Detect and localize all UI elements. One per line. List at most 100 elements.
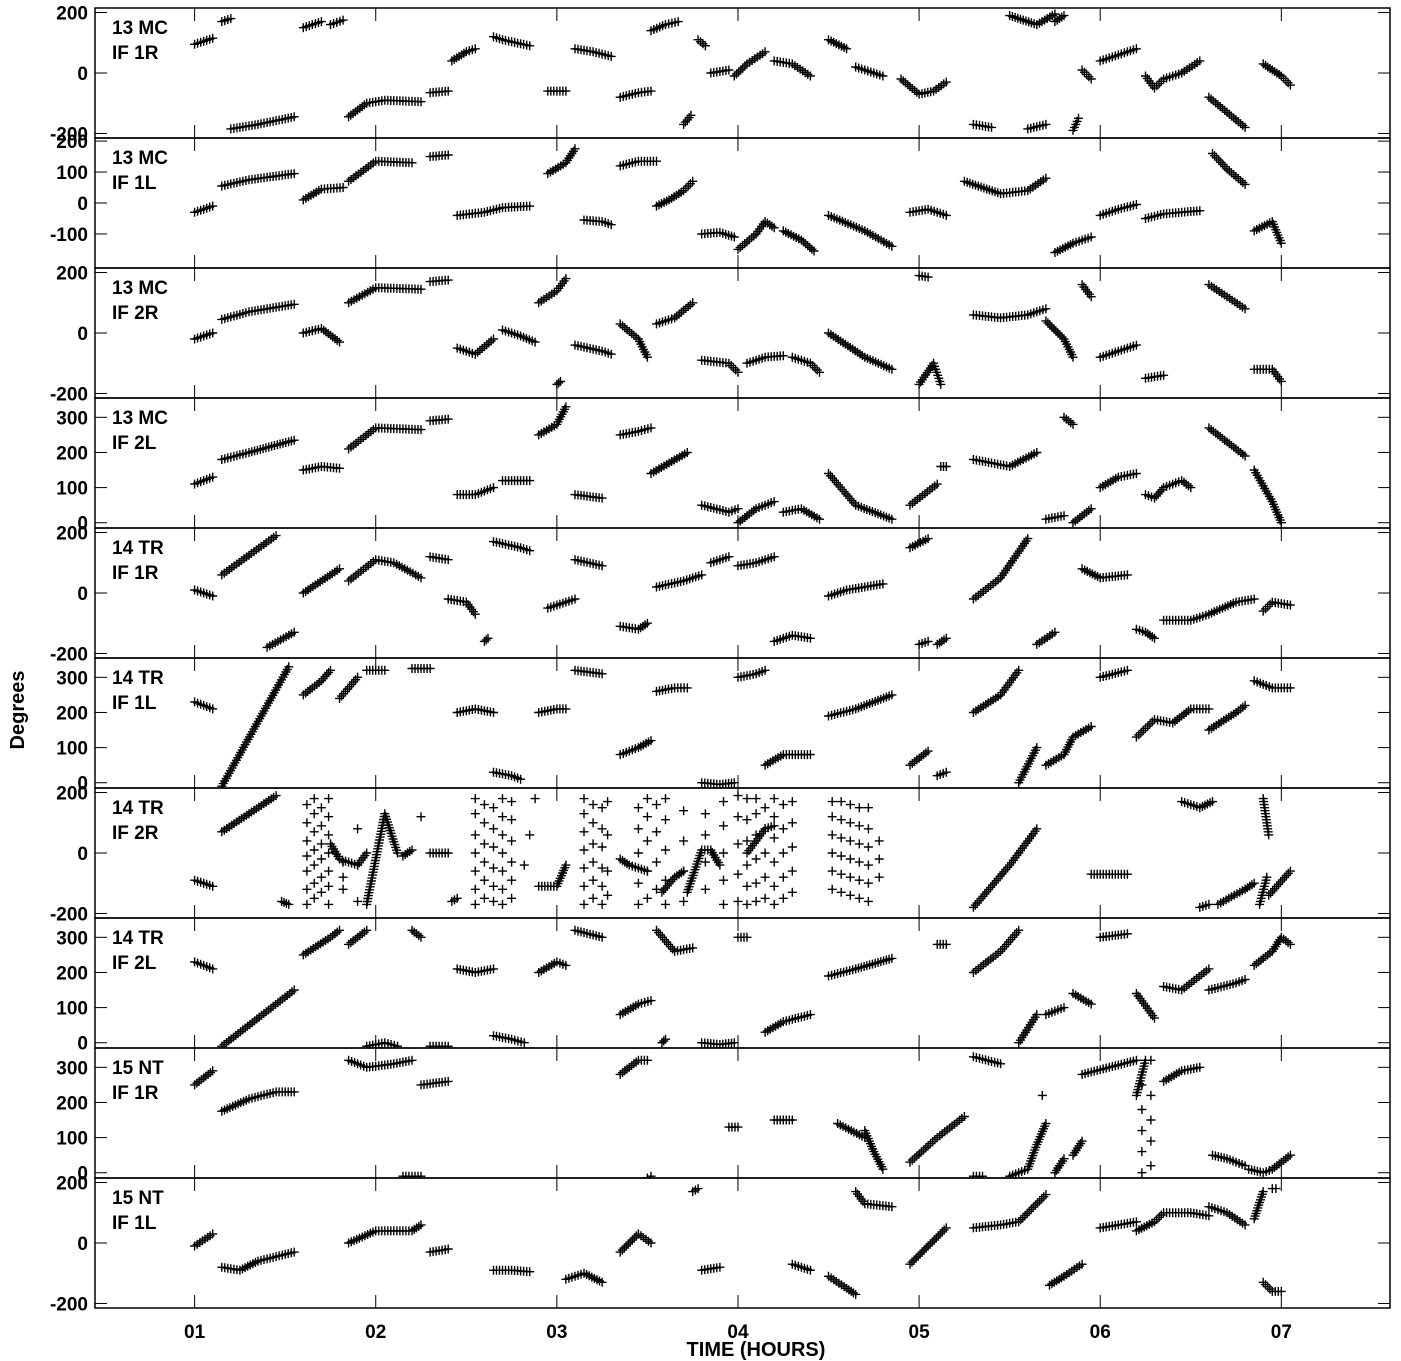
- data-point-p9: [928, 1137, 937, 1146]
- data-point-p7: [317, 873, 326, 882]
- panel-label-line2: IF 1R: [112, 563, 159, 584]
- y-tick-label: 0: [77, 1034, 88, 1055]
- y-tick-label: 200: [56, 264, 88, 285]
- data-point-p1: [732, 70, 741, 79]
- data-point-p3: [731, 366, 740, 375]
- data-point-p7: [489, 897, 498, 906]
- data-point-p7: [855, 839, 864, 848]
- data-point-p7: [598, 882, 607, 891]
- data-point-p9: [908, 1156, 917, 1165]
- data-point-p7: [324, 867, 333, 876]
- data-point-p7: [679, 897, 688, 906]
- data-point-p8: [659, 1037, 668, 1046]
- data-point-p7: [701, 885, 710, 894]
- y-tick-label: 200: [56, 132, 88, 153]
- data-point-p7: [498, 849, 507, 858]
- data-point-p7: [634, 849, 643, 858]
- panel-label-line1: 15 NT: [112, 1058, 164, 1079]
- data-point-p7: [1270, 884, 1279, 893]
- data-point-p10: [1035, 1196, 1044, 1205]
- data-point-p10: [938, 1227, 947, 1236]
- data-point-p6: [1132, 733, 1141, 742]
- data-point-p1: [736, 66, 745, 75]
- data-point-p10: [1266, 1285, 1275, 1294]
- data-point-p7: [788, 843, 797, 852]
- data-point-p7: [875, 873, 884, 882]
- data-point-p10: [940, 1225, 949, 1234]
- data-point-p7: [1278, 875, 1287, 884]
- data-point-p7: [580, 882, 589, 891]
- data-point-p7: [734, 791, 743, 800]
- data-point-p7: [734, 897, 743, 906]
- data-point-p7: [1276, 878, 1285, 887]
- data-point-p7: [489, 824, 498, 833]
- data-point-p7: [864, 897, 873, 906]
- data-point-p7: [280, 898, 289, 907]
- data-point-p4: [838, 485, 847, 494]
- data-point-p2: [1238, 178, 1247, 187]
- y-tick-label: -200: [50, 1294, 88, 1315]
- data-point-p9: [647, 1172, 656, 1181]
- y-tick-label: -200: [50, 904, 88, 925]
- data-point-p10: [922, 1244, 931, 1253]
- data-point-p10: [918, 1248, 927, 1257]
- data-point-p8: [1000, 942, 1009, 951]
- data-point-p7: [652, 827, 661, 836]
- y-tick-label: 200: [56, 524, 88, 545]
- data-point-p7: [498, 794, 507, 803]
- data-point-p7: [679, 806, 688, 815]
- data-point-p7: [837, 815, 846, 824]
- data-point-p10: [1157, 1211, 1166, 1220]
- data-point-p3: [1056, 331, 1065, 340]
- data-point-p1: [730, 72, 739, 81]
- data-point-p7: [525, 830, 534, 839]
- data-point-p10: [1259, 1278, 1268, 1287]
- data-point-p7: [743, 815, 752, 824]
- data-point-p4: [832, 478, 841, 487]
- panel-5: -200020014 TRIF 1R: [50, 524, 1390, 666]
- y-tick-label: 0: [77, 64, 88, 85]
- data-point-p10: [1025, 1207, 1034, 1216]
- data-point-p7: [302, 885, 311, 894]
- data-point-p9: [1137, 1105, 1146, 1114]
- data-point-p7: [324, 830, 333, 839]
- data-point-p7: [310, 894, 319, 903]
- data-point-p7: [752, 794, 761, 803]
- panel-7: -200020014 TRIF 2R: [50, 784, 1390, 926]
- data-point-p10: [1041, 1190, 1050, 1199]
- data-point-p7: [634, 879, 643, 888]
- data-point-p3: [1047, 323, 1056, 332]
- data-point-p7: [480, 894, 489, 903]
- data-point-p7: [743, 794, 752, 803]
- data-point-p7: [480, 839, 489, 848]
- data-point-p10: [908, 1258, 917, 1267]
- data-point-p7: [828, 885, 837, 894]
- data-point-p5: [482, 635, 491, 644]
- data-point-p8: [660, 935, 669, 944]
- data-point-p7: [734, 839, 743, 848]
- y-tick-label: 200: [56, 784, 88, 805]
- data-point-p8: [652, 926, 661, 935]
- y-tick-label: 0: [77, 1234, 88, 1255]
- data-point-p7: [846, 855, 855, 864]
- data-point-p10: [936, 1229, 945, 1238]
- panel-frame-10: [95, 1178, 1390, 1308]
- panel-label-line1: 13 MC: [112, 148, 168, 169]
- data-point-p1: [1284, 78, 1293, 87]
- data-point-p6: [1139, 726, 1148, 735]
- data-point-p7: [317, 855, 326, 864]
- data-point-p7: [580, 809, 589, 818]
- panel-3-data: [190, 271, 1286, 389]
- data-point-p7: [310, 879, 319, 888]
- data-point-p7: [770, 900, 779, 909]
- data-point-p8: [664, 940, 673, 949]
- data-point-p7: [507, 894, 516, 903]
- data-point-p3: [1043, 318, 1052, 327]
- data-point-p7: [302, 836, 311, 845]
- data-point-p7: [317, 803, 326, 812]
- data-point-p8: [666, 942, 675, 951]
- data-point-p7: [643, 836, 652, 845]
- data-point-p7: [580, 846, 589, 855]
- data-point-p2: [1225, 166, 1234, 175]
- data-point-p7: [1272, 882, 1281, 891]
